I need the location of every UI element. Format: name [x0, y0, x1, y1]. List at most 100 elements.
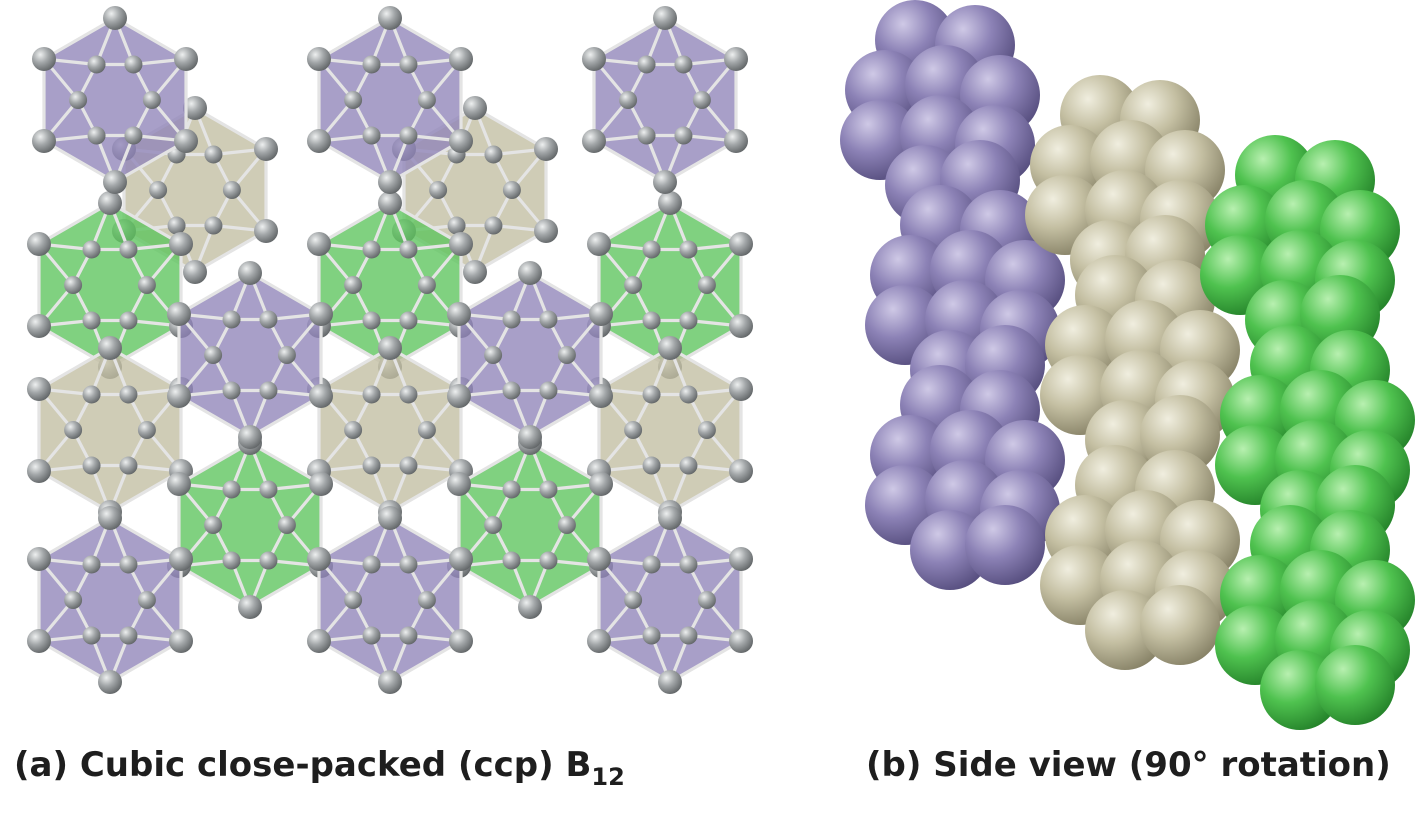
caption-a-text: (a) Cubic close-packed (ccp) B — [14, 745, 592, 785]
boron-atom — [124, 126, 143, 145]
boron-atom — [642, 311, 661, 330]
boron-atom — [417, 591, 436, 609]
b-b-bond — [108, 201, 183, 246]
b-b-bond — [37, 201, 112, 246]
icosahedron-purple — [26, 506, 194, 694]
boron-atom — [679, 385, 698, 404]
boron-atom — [82, 311, 101, 330]
boron-atom — [624, 421, 643, 439]
boron-atom — [82, 240, 101, 259]
boron-atom — [378, 191, 402, 215]
boron-atom — [502, 310, 521, 329]
b-b-bond — [457, 394, 532, 439]
boron-atom — [581, 129, 606, 153]
b-b-bond — [113, 139, 188, 184]
boron-atom — [624, 276, 643, 294]
boron-atom — [277, 516, 296, 534]
boron-atom — [204, 216, 223, 235]
boron-atom — [581, 47, 606, 71]
b-b-bond — [177, 564, 252, 609]
sphere — [1315, 645, 1395, 725]
boron-atom — [222, 480, 241, 499]
boron-atom — [119, 240, 138, 259]
panel-a-ccp-lattice — [26, 6, 754, 694]
boron-atom — [417, 276, 436, 294]
boron-atom — [378, 170, 402, 194]
b-b-bond — [597, 201, 672, 246]
boron-atom — [586, 232, 611, 256]
boron-atom — [169, 232, 194, 256]
b-b-bond — [388, 346, 463, 391]
boron-atom — [642, 240, 661, 259]
boron-atom — [378, 670, 402, 694]
boron-atom — [502, 381, 521, 400]
boron-atom — [204, 145, 223, 164]
boron-atom — [169, 547, 194, 571]
boron-atom — [679, 456, 698, 475]
boron-atom — [119, 456, 138, 475]
b-b-bond — [317, 346, 392, 391]
boron-atom — [306, 47, 331, 71]
b-b-bond — [177, 394, 252, 439]
boron-atom — [64, 276, 83, 294]
green-layer-cluster — [1200, 135, 1400, 360]
boron-atom — [69, 91, 88, 109]
boron-atom — [31, 47, 56, 71]
boron-atom — [183, 260, 207, 284]
icosahedron-tan — [26, 336, 194, 524]
boron-atom — [378, 506, 402, 530]
tan-layer-cluster — [1040, 445, 1240, 670]
icosahedron-green — [166, 431, 334, 619]
b-b-bond — [177, 271, 252, 316]
boron-atom — [399, 385, 418, 404]
boron-atom — [518, 261, 542, 285]
boron-atom — [98, 670, 122, 694]
boron-atom — [447, 216, 466, 235]
boron-atom — [362, 126, 381, 145]
boron-atom — [658, 336, 682, 360]
boron-atom — [344, 591, 363, 609]
boron-atom — [399, 126, 418, 145]
boron-atom — [679, 626, 698, 645]
icosahedron-tan — [306, 336, 474, 524]
boron-atom — [362, 626, 381, 645]
boron-atom — [64, 591, 83, 609]
boron-atom — [362, 311, 381, 330]
boron-atom — [697, 591, 716, 609]
boron-atom — [697, 276, 716, 294]
boron-atom — [449, 232, 474, 256]
boron-atom — [26, 314, 51, 338]
boron-atom — [378, 336, 402, 360]
boron-atom — [446, 302, 471, 326]
boron-atom — [149, 181, 168, 199]
boron-atom — [399, 55, 418, 74]
boron-atom — [124, 55, 143, 74]
panel-b-side-view — [840, 0, 1415, 730]
b-b-bond — [317, 639, 392, 684]
icosahedron-face — [318, 18, 462, 182]
icosahedron-purple — [166, 261, 334, 449]
boron-atom — [463, 260, 487, 284]
b-b-bond — [108, 516, 183, 561]
boron-atom — [642, 456, 661, 475]
b-b-bond — [317, 139, 392, 184]
boron-atom — [589, 302, 614, 326]
boron-atom — [729, 547, 754, 571]
boron-atom — [653, 170, 677, 194]
icosahedron-face — [598, 518, 742, 682]
boron-atom — [309, 384, 334, 408]
boron-atom — [306, 547, 331, 571]
boron-atom — [729, 314, 754, 338]
boron-atom — [679, 240, 698, 259]
b-b-bond — [37, 346, 112, 391]
boron-atom — [674, 55, 693, 74]
purple-layer-cluster — [840, 0, 1040, 225]
boron-atom — [222, 310, 241, 329]
icosahedron-purple — [31, 6, 199, 194]
boron-atom — [31, 129, 56, 153]
icosahedron-purple — [306, 506, 474, 694]
b-b-bond — [248, 271, 323, 316]
boron-atom — [204, 346, 223, 364]
b-b-bond — [248, 441, 323, 486]
boron-atom — [26, 629, 51, 653]
